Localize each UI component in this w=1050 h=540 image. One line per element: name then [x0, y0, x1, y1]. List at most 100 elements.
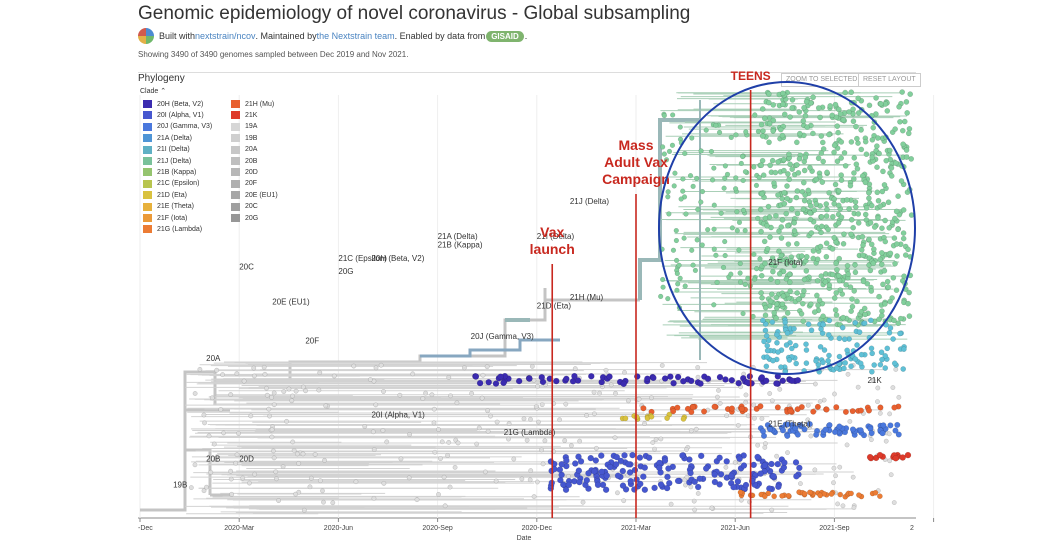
legend-swatch: [143, 157, 152, 165]
legend-item[interactable]: 19A: [231, 122, 257, 132]
tip-20j-gamma: [892, 427, 899, 434]
legend-title[interactable]: Clade ⌃: [140, 87, 166, 95]
tip-20i-alpha: [577, 458, 585, 465]
tip-21j-delta: [777, 126, 784, 133]
legend-item[interactable]: 20C: [231, 202, 258, 212]
tip-21j-delta: [779, 301, 786, 308]
tip-gray: [269, 394, 275, 400]
tip-21j-delta: [874, 164, 880, 170]
tip-21j-delta: [669, 142, 676, 148]
legend-swatch: [143, 202, 152, 211]
legend-item[interactable]: 21B (Kappa): [143, 167, 196, 177]
legend-item[interactable]: 21K: [231, 110, 257, 120]
tip-21j-delta: [894, 253, 900, 259]
tip-gray: [851, 505, 857, 510]
chevron-up-icon[interactable]: ⌃: [160, 88, 167, 95]
tip-20i-alpha: [603, 472, 611, 479]
legend-item[interactable]: 21C (Epsilon): [143, 179, 199, 189]
legend-item[interactable]: 21I (Delta): [143, 145, 190, 155]
legend-item[interactable]: 20J (Gamma, V3): [143, 122, 212, 132]
legend-item[interactable]: 21E (Theta): [143, 202, 194, 212]
tip-21g-lambda: [771, 493, 777, 500]
tip-gray: [732, 460, 738, 465]
tip-21j-delta: [677, 275, 683, 281]
tip-21j-delta: [800, 206, 807, 213]
legend-item[interactable]: 20G: [231, 213, 258, 223]
tip-21j-delta: [832, 181, 839, 188]
tip-21j-delta: [804, 124, 811, 130]
tip-21j-delta: [729, 225, 735, 231]
reset-layout-button[interactable]: RESET LAYOUT: [858, 73, 921, 87]
tip-21j-delta: [849, 303, 856, 310]
tip-gray: [890, 385, 896, 390]
tip-21j-delta: [660, 284, 666, 290]
tip-21j-delta: [779, 217, 786, 223]
panel-divider: [138, 72, 916, 73]
tip-21j-delta: [903, 154, 910, 160]
tip-21j-delta: [906, 289, 912, 296]
tip-gray: [832, 391, 837, 397]
legend-item[interactable]: 20H (Beta, V2): [143, 99, 203, 109]
tip-20i-alpha: [674, 477, 682, 485]
legend-item[interactable]: 20B: [231, 156, 257, 166]
gisaid-logo[interactable]: GISAID: [486, 30, 524, 42]
tip-20h-beta: [553, 377, 560, 385]
tip-21j-delta: [841, 150, 848, 156]
tip-gray: [769, 507, 775, 513]
tip-gray: [891, 500, 897, 505]
legend-item[interactable]: 20D: [231, 167, 258, 177]
tip-21j-delta: [831, 200, 837, 207]
tip-gray: [745, 413, 751, 419]
legend-item[interactable]: 21D (Eta): [143, 190, 187, 200]
tip-20j-gamma: [887, 422, 894, 429]
tip-21j-delta: [778, 235, 785, 241]
legend-item[interactable]: 20I (Alpha, V1): [143, 110, 204, 120]
tip-20i-alpha: [558, 461, 566, 468]
tip-21j-delta: [807, 216, 814, 223]
tip-21j-delta: [781, 200, 788, 207]
tip-21i-delta: [842, 360, 849, 366]
tip-gray: [539, 447, 544, 453]
x-tick-label: 2020-Mar: [224, 525, 255, 532]
ncov-link[interactable]: nextstrain/ncov: [195, 31, 256, 41]
tip-21j-delta: [858, 127, 864, 133]
legend-item[interactable]: 20E (EU1): [231, 190, 278, 200]
tip-21g-lambda: [737, 489, 744, 496]
tip-21j-delta: [810, 130, 816, 137]
legend-item[interactable]: 20F: [231, 179, 257, 189]
tip-21j-delta: [771, 180, 777, 186]
panel-title: Phylogeny: [138, 73, 185, 84]
x-tick-label: 2020-Dec: [522, 525, 553, 532]
tip-20i-alpha: [614, 472, 622, 479]
tip-gray: [373, 365, 379, 371]
tip-21j-delta: [802, 192, 808, 198]
tip-20h-beta: [492, 380, 500, 387]
tip-21j-delta: [760, 128, 766, 134]
legend-item[interactable]: 19B: [231, 133, 257, 143]
tip-21j-delta: [853, 204, 859, 210]
tip-20i-alpha: [621, 452, 628, 459]
tip-21j-delta: [755, 128, 761, 135]
tip-20i-alpha: [598, 468, 605, 476]
tip-21j-delta: [874, 189, 881, 196]
byline: Built with nextstrain/ncov . Maintained …: [138, 28, 527, 44]
tip-20h-beta: [472, 373, 480, 380]
tip-gray: [591, 389, 597, 395]
tip-gray: [868, 437, 874, 443]
annotation-text: launch: [530, 241, 575, 257]
legend-item[interactable]: 21G (Lambda): [143, 224, 202, 234]
tip-21j-delta: [708, 148, 715, 155]
legend-item[interactable]: 21J (Delta): [143, 156, 191, 166]
legend-item[interactable]: 20A: [231, 145, 257, 155]
tip-21h-mu: [794, 406, 801, 413]
tip-21g-lambda: [785, 492, 792, 499]
legend-item[interactable]: 21F (Iota): [143, 213, 187, 223]
tip-gray: [448, 393, 453, 399]
team-link[interactable]: the Nextstrain team: [316, 31, 395, 41]
clade-label: 20I (Alpha, V1): [371, 411, 425, 420]
tip-21d-eta: [634, 414, 640, 420]
legend-item[interactable]: 21H (Mu): [231, 99, 274, 109]
legend-item[interactable]: 21A (Delta): [143, 133, 192, 143]
tip-21j-delta: [836, 188, 842, 194]
tip-21j-delta: [762, 215, 769, 222]
